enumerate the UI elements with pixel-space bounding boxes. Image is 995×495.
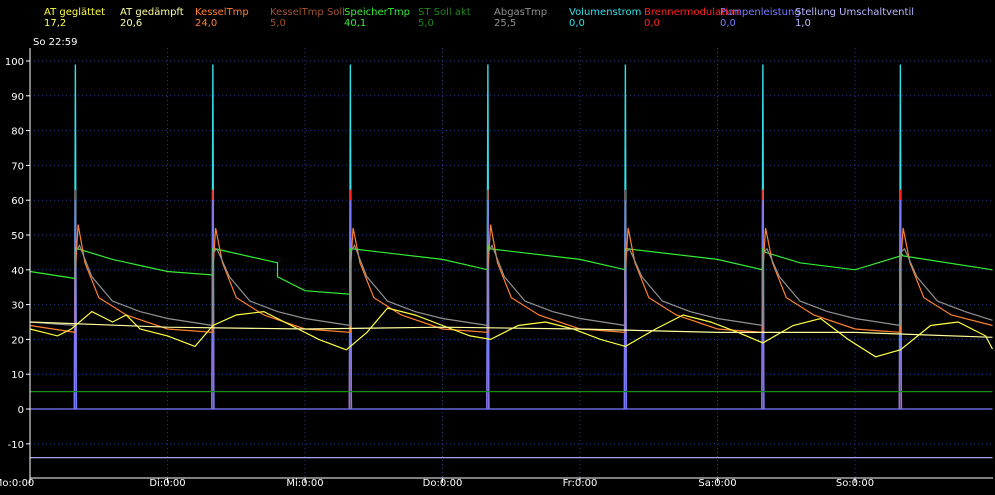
legend-item: Pumpenleistung 0,0: [720, 7, 801, 29]
legend-item: AbgasTmp 25,5: [494, 7, 547, 29]
legend-item: ST Soll akt 5,0: [418, 7, 471, 29]
legend-name: KesselTmp: [195, 7, 249, 18]
legend-item: Volumenstrom 0,0: [569, 7, 641, 29]
legend-value: 5,0: [270, 18, 286, 29]
y-tick-label: 80: [11, 127, 24, 138]
cursor-time-label: So 22:59: [33, 37, 78, 48]
legend-value: 0,0: [569, 18, 585, 29]
legend-value: 0,0: [644, 18, 660, 29]
spike-pumpenleistung: [348, 200, 353, 410]
legend-name: ST Soll akt: [418, 7, 471, 18]
series-lines: [29, 224, 994, 459]
series-line-at-gegl-ttet: [29, 307, 994, 358]
legend-value: 0,0: [720, 18, 736, 29]
legend-name: KesselTmp Soll: [270, 7, 345, 18]
y-tick-label: 30: [11, 301, 24, 312]
legend-name: Volumenstrom: [569, 7, 642, 18]
series-line-abgastmp: [29, 244, 993, 327]
x-tick-label: So:0:00: [836, 478, 874, 489]
legend-item: Stellung Umschaltventil 1,0: [795, 7, 914, 29]
legend-item: KesselTmp Soll 5,0: [270, 7, 345, 29]
y-tick-label: 10: [11, 370, 24, 381]
legend-name: SpeicherTmp: [344, 7, 410, 18]
x-tick-label: Fr:0:00: [563, 478, 598, 489]
y-tick-label: 40: [11, 266, 24, 277]
legend-name: AT gedämpft: [120, 7, 184, 18]
y-axis-ticks: -10 0 10 20 30 40 50 60 70 80 90 100: [5, 57, 30, 451]
legend-value: 5,0: [418, 18, 434, 29]
legend-value: 17,2: [44, 18, 67, 29]
legend-item: Brennermodulation 0,0: [644, 7, 740, 29]
legend-item: AT gedämpft 20,6: [120, 7, 184, 29]
spike-pumpenleistung: [623, 200, 628, 410]
x-tick-label: Mi:0:00: [286, 478, 323, 489]
x-tick-label: Mo:0:00: [0, 478, 34, 489]
spike-pumpenleistung: [211, 200, 215, 410]
x-axis-ticks: Mo:0:00 Di:0:00 Mi:0:00 Do:0:00 Fr:0:00 Sa:0:…: [0, 478, 874, 489]
y-tick-label: 70: [11, 161, 24, 172]
legend-name: AT geglättet: [44, 7, 106, 18]
spike-pumpenleistung: [73, 200, 78, 410]
spike-pumpenleistung: [898, 200, 903, 410]
y-tick-label: 60: [11, 196, 24, 207]
legend-name: Stellung Umschaltventil: [795, 7, 914, 18]
legend-item: SpeicherTmp 40,1: [344, 7, 410, 29]
y-tick-label: 90: [11, 92, 24, 103]
legend-value: 24,0: [195, 18, 218, 29]
legend-item: AT geglättet 17,2: [44, 7, 105, 29]
legend-value: 20,6: [120, 18, 143, 29]
legend-name: AbgasTmp: [494, 7, 548, 18]
x-tick-label: Sa:0:00: [698, 478, 736, 489]
y-tick-label: 50: [11, 231, 24, 242]
y-tick-label: 0: [18, 405, 24, 416]
legend: AT geglättet 17,2 AT gedämpft 20,6 KesselTmp…: [0, 0, 995, 36]
x-tick-label: Do:0:00: [423, 478, 463, 489]
y-tick-label: 20: [11, 335, 24, 346]
y-tick-label: 100: [5, 57, 24, 68]
series-line-at-ged-mpft: [29, 321, 993, 338]
legend-value: 40,1: [344, 18, 367, 29]
legend-name: Pumpenleistung: [720, 7, 801, 18]
y-tick-label: -10: [8, 440, 24, 451]
legend-name: Brennermodulation: [644, 7, 741, 18]
legend-value: 25,5: [494, 18, 517, 29]
legend-item: KesselTmp 24,0: [195, 7, 249, 29]
spike-pumpenleistung: [761, 200, 765, 410]
legend-value: 1,0: [795, 18, 811, 29]
x-tick-label: Di:0:00: [149, 478, 185, 489]
spike-series: [73, 64, 903, 410]
